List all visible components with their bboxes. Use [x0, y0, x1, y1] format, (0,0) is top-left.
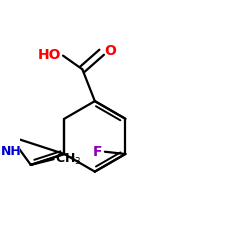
Text: CH$_3$: CH$_3$: [55, 152, 82, 167]
Text: F: F: [93, 145, 102, 159]
Text: O: O: [104, 44, 116, 58]
Text: NH: NH: [1, 145, 21, 158]
Text: HO: HO: [38, 48, 61, 62]
